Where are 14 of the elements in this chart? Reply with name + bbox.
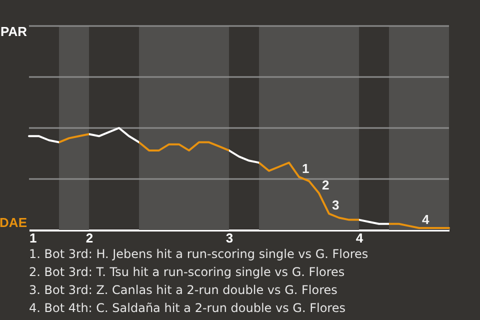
annotation: 1 [302,160,310,176]
text: 1. Bot 3rd: H. Jebens hit a run-scoring single vs G. Flores [29,247,368,261]
annotation: 2 [322,177,330,192]
x-tick-label: 2 [86,230,94,246]
text: 2. Bot 3rd: T. Tsu hit a run-scoring single vs G. Flores [29,265,345,279]
text: DAE [0,215,28,230]
x-tick-label: 4 [356,230,364,246]
x-tick-label: 1 [30,230,37,246]
annotation: 4 [422,212,430,227]
x-tick-label: 3 [226,230,234,246]
text: PAR [0,24,28,39]
text: 3. Bot 3rd: Z. Canlas hit a 2-run double vs G. Flores [29,283,338,297]
text: 4. Bot 4th: C. Saldaña hit a 2-run double vs G. Flores [29,301,346,315]
annotation: 3 [332,198,340,213]
